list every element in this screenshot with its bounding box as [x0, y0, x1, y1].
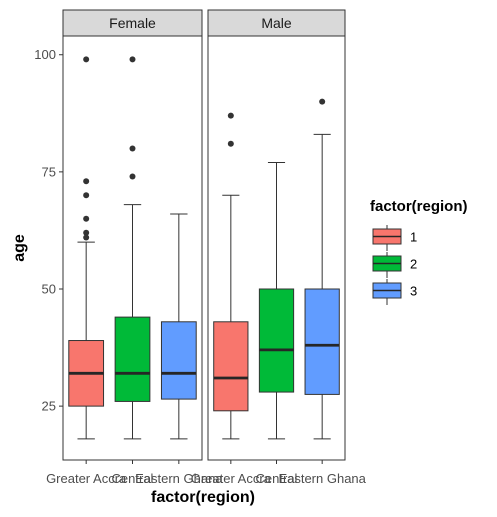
- outlier-point: [83, 192, 90, 199]
- y-tick-label: 75: [42, 164, 56, 179]
- outlier-point: [129, 145, 136, 152]
- outlier-point: [83, 215, 90, 222]
- box-greater-accra: [213, 112, 249, 440]
- y-tick-label: 25: [42, 399, 56, 414]
- x-tick-label: Eastern Ghana: [278, 471, 366, 486]
- legend-item-1: 1: [372, 225, 417, 251]
- y-tick-label: 100: [34, 47, 56, 62]
- x-tick-label: Central: [112, 471, 154, 486]
- x-tick-label: Central: [256, 471, 298, 486]
- x-tick-label: Greater Accra: [191, 471, 272, 486]
- facet-strip: [62, 9, 203, 37]
- panel-female: Female: [62, 9, 203, 461]
- outlier-point: [129, 56, 136, 63]
- box-body: [258, 288, 295, 393]
- box-body: [304, 288, 340, 395]
- facet-label: Male: [261, 15, 292, 31]
- box-greater-accra: [68, 56, 105, 440]
- outlier-point: [227, 112, 234, 119]
- y-tick-label: 50: [42, 281, 56, 296]
- outlier-point: [129, 173, 136, 180]
- legend-label: 1: [410, 230, 417, 245]
- outlier-point: [227, 140, 234, 147]
- facet-label: Female: [109, 15, 156, 31]
- y-axis: 25 50 75 100: [34, 47, 63, 414]
- legend-label: 2: [410, 257, 417, 272]
- legend-item-2: 2: [372, 252, 417, 278]
- outlier-point: [83, 56, 90, 63]
- legend: factor(region) 1 2 3: [370, 198, 468, 305]
- box-body: [114, 316, 151, 402]
- outlier-point: [83, 229, 90, 236]
- y-axis-title: age: [11, 234, 28, 262]
- x-axis-title: factor(region): [151, 489, 255, 506]
- box-body: [160, 321, 197, 400]
- legend-item-3: 3: [372, 279, 417, 305]
- outlier-point: [83, 234, 90, 241]
- x-tick-label: Greater Accra: [46, 471, 127, 486]
- legend-label: 3: [410, 284, 417, 299]
- legend-title: factor(region): [370, 198, 468, 215]
- panels: Female Male: [62, 9, 346, 461]
- box-eastern-ghana: [160, 213, 197, 440]
- box-central: [114, 56, 151, 440]
- outlier-point: [83, 178, 90, 185]
- box-body: [213, 321, 249, 412]
- panel-male: Male: [207, 9, 346, 461]
- box-eastern-ghana: [304, 98, 340, 440]
- box-central: [258, 161, 295, 440]
- outlier-point: [319, 98, 326, 105]
- x-tick-label: Eastern Ghana: [135, 471, 223, 486]
- facet-strip: [207, 9, 346, 37]
